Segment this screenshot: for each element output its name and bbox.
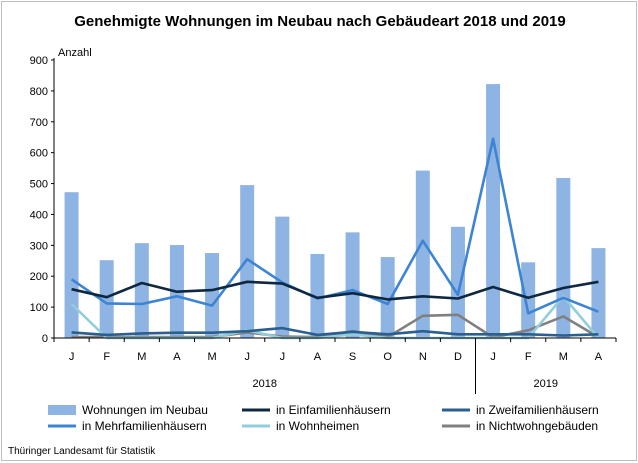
legend-label: in Zweifamilienhäusern <box>476 403 599 417</box>
bar <box>275 216 290 338</box>
x-tick-label: M <box>137 351 146 363</box>
bar <box>99 260 114 338</box>
year-labels: 2018 2019 <box>253 378 558 390</box>
y-tick-label: 100 <box>30 302 48 314</box>
legend-swatch <box>48 405 76 415</box>
y-tick-label: 0 <box>42 333 48 345</box>
bar <box>64 192 79 338</box>
y-tick-label: 800 <box>30 86 48 98</box>
y-tick-label: 900 <box>30 55 48 67</box>
series-line <box>70 137 599 315</box>
y-axis-label: Anzahl <box>58 47 92 59</box>
x-tick-label: J <box>244 351 250 363</box>
x-tick-label: F <box>103 351 110 363</box>
bar <box>521 262 536 338</box>
y-tick-label: 400 <box>30 209 48 221</box>
chart-title: Genehmigte Wohnungen im Neubau nach Gebä… <box>74 13 566 30</box>
x-tick-label: M <box>207 351 216 363</box>
bar <box>205 253 220 338</box>
legend-label: Wohnungen im Neubau <box>82 403 208 417</box>
bar <box>486 84 501 339</box>
x-tick-label: A <box>314 351 322 363</box>
y-tick-label: 500 <box>30 179 48 191</box>
y-tick-label: 300 <box>30 240 48 252</box>
legend-label: in Wohnheimen <box>276 419 359 433</box>
x-tick-label: F <box>525 351 532 363</box>
bar <box>310 253 325 338</box>
y-axis-ticks: 0 100 200 300 400 500 600 700 800 900 <box>30 55 48 345</box>
series-line <box>71 326 599 337</box>
legend-label: in Mehrfamilienhäusern <box>82 419 207 433</box>
legend-label: in Einfamilienhäusern <box>276 403 391 417</box>
y-tick-label: 200 <box>30 271 48 283</box>
x-tick-label: N <box>419 351 427 363</box>
x-tick-label: J <box>490 351 496 363</box>
bar <box>556 177 571 338</box>
y-tick-label: 600 <box>30 148 48 160</box>
bar <box>415 170 430 338</box>
bar <box>240 185 255 338</box>
x-tick-label: A <box>173 351 181 363</box>
x-tick-label: S <box>349 351 356 363</box>
x-tick-label: J <box>69 351 75 363</box>
x-tick-label: A <box>595 351 603 363</box>
year-label: 2018 <box>253 378 277 390</box>
x-tick-label: J <box>280 351 286 363</box>
bar <box>345 232 360 338</box>
legend-label: in Nichtwohngebäuden <box>476 419 598 433</box>
axes <box>51 58 617 394</box>
bar <box>450 226 465 338</box>
bar <box>380 257 395 338</box>
bar <box>591 248 606 338</box>
legend: Wohnungen im Neubau in Einfamilienhäusern… <box>48 403 599 433</box>
series-line <box>71 280 599 301</box>
source-note: Thüringer Landesamt für Statistik <box>8 446 156 457</box>
x-tick-label: O <box>383 351 392 363</box>
y-tick-label: 700 <box>30 117 48 129</box>
bar <box>134 243 149 338</box>
x-tick-label: M <box>559 351 568 363</box>
line-series-group <box>70 137 600 340</box>
year-label: 2019 <box>534 378 558 390</box>
x-tick-label: D <box>454 351 462 363</box>
